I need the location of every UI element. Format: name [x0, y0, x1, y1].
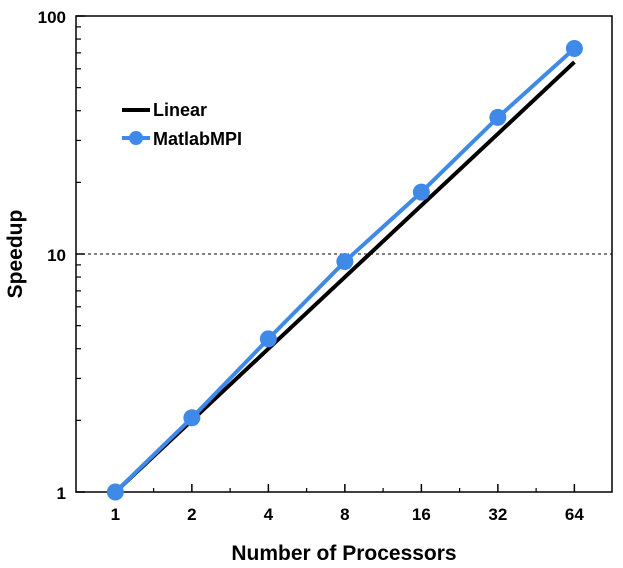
- tick-layer: 1 2 4 8 16 32 64 1 10 100: [38, 8, 585, 524]
- y-tick-label-1: 1: [57, 484, 66, 503]
- x-tick-label-16: 16: [412, 505, 431, 524]
- x-tick-label-4: 4: [264, 505, 274, 524]
- x-tick-label-32: 32: [488, 505, 507, 524]
- legend-label-linear: Linear: [153, 100, 207, 120]
- y-tick-label-10: 10: [47, 246, 66, 265]
- point-matlabmpi-8: [336, 253, 354, 271]
- x-tick-label-1: 1: [111, 505, 120, 524]
- y-tick-label-100: 100: [38, 8, 66, 27]
- point-matlabmpi-4: [259, 330, 277, 348]
- point-matlabmpi-32: [489, 108, 507, 126]
- point-matlabmpi-1: [106, 483, 124, 501]
- point-matlabmpi-64: [565, 40, 583, 58]
- series-layer: [106, 40, 583, 501]
- point-matlabmpi-2: [183, 409, 201, 427]
- x-tick-label-8: 8: [340, 505, 349, 524]
- x-tick-label-64: 64: [565, 505, 584, 524]
- x-axis-title: Number of Processors: [231, 542, 456, 565]
- x-tick-label-2: 2: [187, 505, 196, 524]
- legend-marker-matlabmpi: [129, 131, 143, 145]
- y-axis-title: Speedup: [4, 210, 27, 299]
- legend: Linear MatlabMPI: [122, 100, 242, 149]
- legend-label-matlabmpi: MatlabMPI: [153, 129, 242, 149]
- point-matlabmpi-16: [412, 183, 430, 201]
